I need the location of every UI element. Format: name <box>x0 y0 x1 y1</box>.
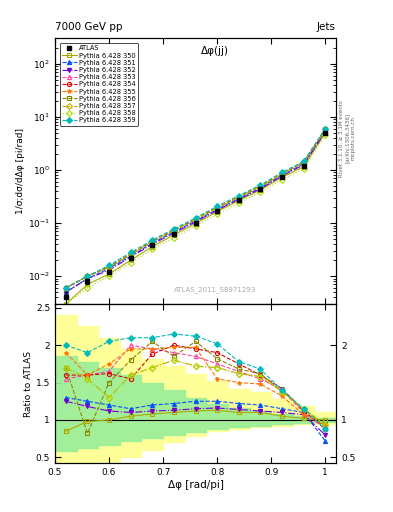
Text: mcplots.cern.ch: mcplots.cern.ch <box>351 116 356 160</box>
Text: ATLAS_2011_S8971293: ATLAS_2011_S8971293 <box>174 287 256 293</box>
Text: Rivet 3.1.10, ≥ 3.1M events: Rivet 3.1.10, ≥ 3.1M events <box>339 100 344 177</box>
Text: [arXiv:1306.3436]: [arXiv:1306.3436] <box>345 113 350 163</box>
X-axis label: Δφ [rad/pi]: Δφ [rad/pi] <box>167 480 224 490</box>
Legend: ATLAS, Pythia 6.428 350, Pythia 6.428 351, Pythia 6.428 352, Pythia 6.428 353, P: ATLAS, Pythia 6.428 350, Pythia 6.428 35… <box>60 43 138 126</box>
Text: Δφ(jj): Δφ(jj) <box>201 47 229 56</box>
Y-axis label: Ratio to ATLAS: Ratio to ATLAS <box>24 351 33 417</box>
Text: Jets: Jets <box>317 22 336 32</box>
Y-axis label: 1/σ;dσ/dΔφ [pi/rad]: 1/σ;dσ/dΔφ [pi/rad] <box>16 128 25 214</box>
Text: 7000 GeV pp: 7000 GeV pp <box>55 22 123 32</box>
